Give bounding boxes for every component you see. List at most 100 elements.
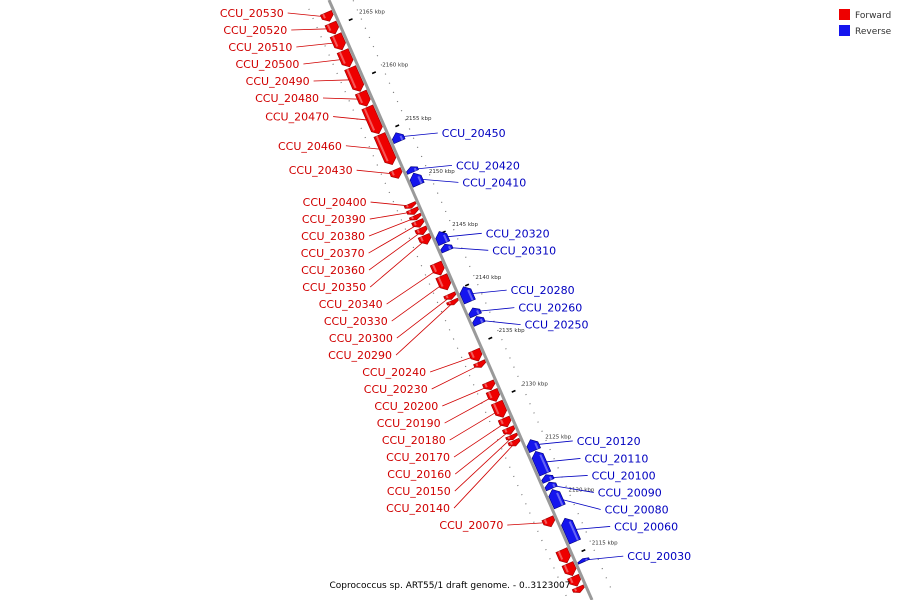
feature-highlight: [475, 362, 479, 367]
feature-highlight: [391, 170, 395, 176]
gene-label-ccu-20410: CCU_20410: [462, 176, 526, 189]
feature-highlight: [419, 236, 424, 242]
gene-label-ccu-20250: CCU_20250: [525, 319, 589, 332]
ccu-20160-feature: [502, 425, 516, 435]
gene-label-ccu-20290: CCU_20290: [328, 349, 392, 362]
tick-mark: [581, 549, 586, 553]
leader-line: [431, 364, 481, 390]
leader-line: [370, 201, 411, 207]
ccu-20480-feature: [354, 89, 371, 107]
ccu-20400-feature: [403, 201, 417, 209]
unlabelled-feature: [571, 584, 585, 593]
gene-label-ccu-20180: CCU_20180: [382, 434, 446, 447]
ccu-20030-feature: [577, 557, 590, 565]
ccu-20350-feature: [417, 233, 432, 245]
legend-reverse-label: Reverse: [855, 27, 892, 37]
gene-labels: CCU_20530 CCU_20520 CCU_20510 CCU_20500 CCU_…: [220, 7, 691, 563]
feature-highlight: [470, 351, 475, 359]
ccu-20460-feature: [373, 132, 397, 165]
gene-label-ccu-20450: CCU_20450: [442, 127, 506, 140]
ccu-20260-feature: [468, 307, 482, 319]
ccu-20070-feature: [541, 515, 556, 528]
leader-line: [441, 232, 482, 238]
gene-label-ccu-20500: CCU_20500: [235, 58, 299, 71]
gene-label-ccu-20120: CCU_20120: [577, 435, 641, 448]
leader-line: [368, 231, 422, 271]
gene-label-ccu-20200: CCU_20200: [374, 400, 438, 413]
gene-label-ccu-20150: CCU_20150: [387, 485, 451, 498]
gene-label-ccu-20360: CCU_20360: [301, 264, 365, 277]
tick-mark: [511, 389, 516, 393]
feature-highlight: [416, 229, 420, 234]
leader-line: [395, 302, 454, 356]
gene-label-ccu-20520: CCU_20520: [223, 24, 287, 37]
ccu-20330-feature: [435, 273, 452, 291]
tick-mark: [348, 18, 353, 22]
gene-label-ccu-20430: CCU_20430: [289, 164, 353, 177]
leader-line: [547, 475, 588, 479]
ccu-20290-feature: [446, 297, 459, 306]
ccu-20090-feature: [544, 481, 558, 492]
feature-highlight: [326, 24, 332, 32]
leader-line: [453, 443, 515, 509]
ccu-20120-feature: [526, 439, 541, 453]
gene-label-ccu-20460: CCU_20460: [278, 140, 342, 153]
leader-line: [391, 282, 445, 322]
gene-label-ccu-20380: CCU_20380: [301, 230, 365, 243]
leader-line: [453, 422, 506, 458]
gene-label-ccu-20370: CCU_20370: [301, 247, 365, 260]
feature-highlight: [500, 419, 504, 425]
ccu-20530-feature: [320, 10, 334, 22]
ccu-20200-feature: [482, 379, 496, 391]
leader-line: [430, 355, 477, 373]
leader-line: [550, 484, 594, 493]
feature-highlight: [331, 35, 339, 47]
gene-label-ccu-20160: CCU_20160: [387, 468, 451, 481]
feature-highlight: [476, 310, 480, 315]
feature-highlight: [357, 93, 363, 104]
gene-label-ccu-20310: CCU_20310: [492, 244, 556, 257]
feature-highlight: [552, 483, 556, 488]
leader-line: [442, 385, 490, 407]
feature-highlight: [574, 588, 578, 592]
tick-label: 2130 kbp: [522, 381, 548, 387]
gene-label-ccu-20340: CCU_20340: [319, 298, 383, 311]
ccu-20300-feature: [443, 291, 457, 300]
tick-mark: [464, 283, 470, 287]
ccu-20430-feature: [388, 167, 403, 179]
gene-label-ccu-20470: CCU_20470: [265, 111, 329, 124]
gene-label-ccu-20390: CCU_20390: [302, 213, 366, 226]
leader-line: [303, 58, 347, 65]
legend-forward-swatch: [839, 9, 850, 20]
feature-highlight: [445, 294, 449, 299]
feature-highlight: [432, 264, 437, 273]
leader-line: [583, 555, 624, 561]
feature-highlight: [556, 492, 564, 506]
leader-line: [313, 79, 356, 82]
ccu-20510-feature: [329, 32, 346, 51]
gene-label-ccu-20070: CCU_20070: [439, 519, 503, 532]
ccu-20340-feature: [429, 260, 445, 276]
tick-label: 2115 kbp: [592, 541, 618, 547]
ccu-20360-feature: [414, 225, 428, 236]
feature-highlight: [399, 135, 404, 141]
feature-highlight: [467, 289, 474, 301]
unlabelled-feature: [555, 547, 571, 564]
feature-highlight: [443, 234, 448, 243]
feature-highlight: [507, 436, 511, 440]
ccu-20370-feature: [411, 218, 425, 228]
feature-highlight: [411, 216, 414, 220]
feature-highlight: [568, 521, 579, 541]
gene-label-ccu-20260: CCU_20260: [518, 302, 582, 315]
ccu-20240-feature: [468, 347, 483, 362]
tick-label: 2150 kbp: [429, 169, 455, 175]
leader-line: [449, 409, 501, 441]
ccu-20110-feature: [531, 450, 552, 477]
feature-highlight: [543, 519, 548, 525]
gene-label-ccu-20350: CCU_20350: [302, 281, 366, 294]
ccu-20280-feature: [459, 286, 476, 305]
tick-mark: [395, 124, 400, 128]
leader-line: [368, 217, 416, 237]
feature-highlight: [487, 391, 493, 399]
leader-line: [474, 307, 515, 313]
